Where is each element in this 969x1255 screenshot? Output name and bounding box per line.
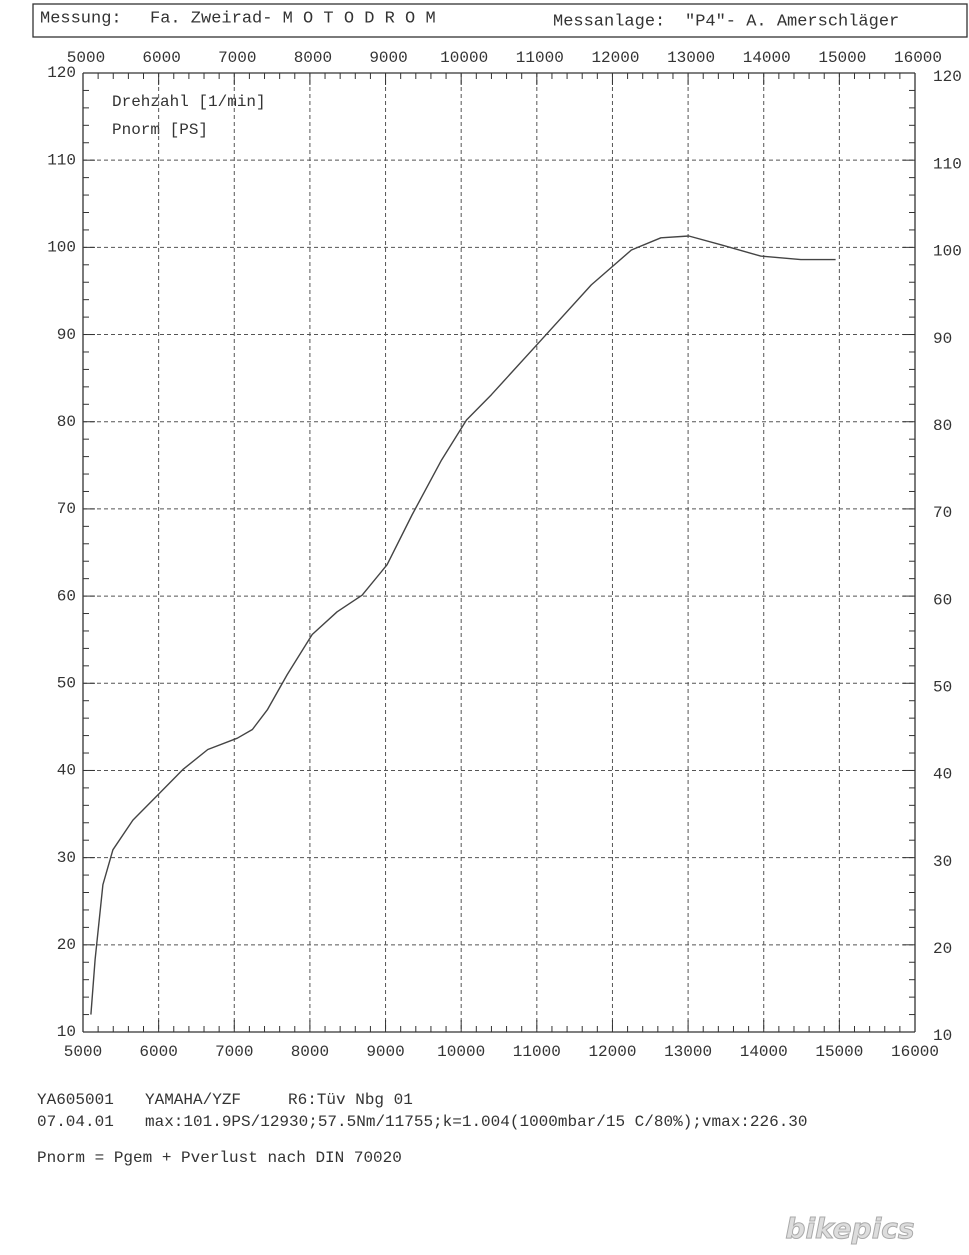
x-tick-label: 7000 — [218, 49, 256, 67]
y-tick-label: 70 — [57, 500, 76, 518]
x-tick-label: 15000 — [818, 49, 866, 67]
y-tick-label: 80 — [933, 417, 952, 435]
footer-text: Pnorm = Pgem + Pverlust nach DIN 70020 — [37, 1149, 402, 1167]
y-tick-label: 90 — [57, 326, 76, 344]
y-tick-label: 100 — [933, 243, 962, 261]
legend-box — [97, 86, 297, 144]
watermark: bikepics — [785, 1212, 914, 1245]
y-tick-label: 10 — [933, 1027, 952, 1045]
y-tick-label: 40 — [57, 762, 76, 780]
y-tick-label: 50 — [57, 674, 76, 692]
y-tick-label: 100 — [47, 239, 76, 257]
x-tick-label: 12000 — [591, 49, 639, 67]
x-tick-label: 10000 — [437, 1043, 485, 1061]
x-tick-label: 9000 — [366, 1043, 404, 1061]
header-company: Fa. Zweirad- M O T O D R O M — [150, 9, 436, 28]
x-tick-label: 11000 — [513, 1043, 561, 1061]
y-tick-label: 20 — [57, 936, 76, 954]
y-tick-label: 80 — [57, 413, 76, 431]
y-tick-label: 60 — [933, 591, 952, 609]
y-tick-label: 70 — [933, 504, 952, 522]
header-label: Messung: — [40, 9, 122, 28]
x-tick-label: 5000 — [67, 49, 105, 67]
y-tick-label: 60 — [57, 587, 76, 605]
x-tick-label: 15000 — [815, 1043, 863, 1061]
x-tick-label: 14000 — [740, 1043, 788, 1061]
x-tick-label: 8000 — [291, 1043, 329, 1061]
y-tick-label: 110 — [47, 151, 76, 169]
power-curve — [90, 235, 836, 1015]
footer-text: R6:Tüv Nbg 01 — [288, 1091, 413, 1109]
y-tick-label: 20 — [933, 940, 952, 958]
x-axis-label: Drehzahl [1/min] — [112, 93, 266, 111]
y-tick-label: 30 — [933, 853, 952, 871]
x-tick-label: 12000 — [588, 1043, 636, 1061]
y-tick-label: 10 — [57, 1023, 76, 1041]
y-tick-label: 120 — [933, 68, 962, 86]
y-tick-label: 90 — [933, 330, 952, 348]
y-tick-label: 110 — [933, 155, 962, 173]
x-tick-label: 16000 — [891, 1043, 939, 1061]
x-tick-label: 7000 — [215, 1043, 253, 1061]
x-tick-label: 6000 — [139, 1043, 177, 1061]
header-label: Messanlage: — [553, 12, 665, 31]
y-tick-label: 50 — [933, 678, 952, 696]
y-tick-label: 120 — [47, 64, 76, 82]
x-tick-label: 10000 — [440, 49, 488, 67]
x-tick-label: 13000 — [664, 1043, 712, 1061]
x-tick-label: 11000 — [516, 49, 564, 67]
footer-text: 07.04.01 — [37, 1113, 114, 1131]
footer-text: max:101.9PS/12930;57.5Nm/11755;k=1.004(1… — [145, 1113, 808, 1131]
x-tick-label: 9000 — [369, 49, 407, 67]
header-operator: "P4"- A. Amerschläger — [685, 12, 899, 31]
y-axis-label: Pnorm [PS] — [112, 121, 208, 139]
footer-text: YAMAHA/YZF — [145, 1091, 241, 1109]
x-tick-label: 6000 — [142, 49, 180, 67]
footer-text: YA605001 — [37, 1091, 114, 1109]
x-tick-label: 13000 — [667, 49, 715, 67]
x-tick-label: 5000 — [64, 1043, 102, 1061]
x-tick-label: 14000 — [743, 49, 791, 67]
y-tick-label: 40 — [933, 766, 952, 784]
header-box — [32, 3, 968, 38]
y-tick-label: 30 — [57, 849, 76, 867]
x-tick-label: 16000 — [894, 49, 942, 67]
x-tick-label: 8000 — [294, 49, 332, 67]
